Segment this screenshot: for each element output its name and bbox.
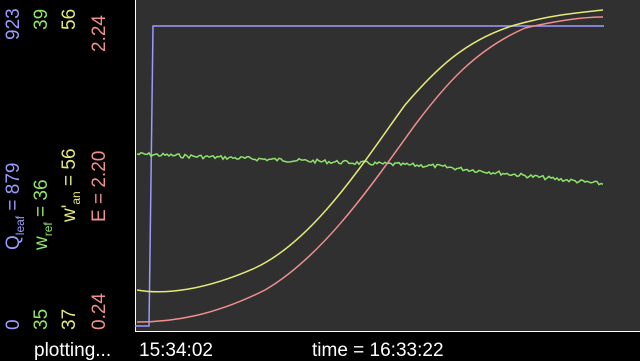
wan-axis: 37 w'an = 56 56 bbox=[56, 0, 84, 332]
wan-axis-min: 37 bbox=[59, 308, 80, 330]
wan-axis-max: 56 bbox=[59, 8, 80, 30]
status-current-time: time = 16:33:22 bbox=[312, 340, 444, 361]
e-axis-max: 2.24 bbox=[89, 15, 110, 52]
status-state: plotting... bbox=[34, 340, 112, 361]
qleaf-trace bbox=[135, 25, 604, 327]
wan-axis-label: w'an = 56 bbox=[59, 148, 83, 222]
e-axis: 0.24 E = 2.20 2.24 bbox=[84, 0, 114, 332]
plot-area bbox=[135, 0, 640, 332]
wref-axis-max: 39 bbox=[31, 8, 52, 30]
qleaf-axis-label: Qleaf = 879 bbox=[3, 162, 27, 251]
wref-axis-label: wref = 36 bbox=[31, 179, 55, 250]
status-start-time: 15:34:02 bbox=[139, 340, 213, 361]
plot-canvas bbox=[135, 0, 640, 332]
qleaf-axis-min: 0 bbox=[3, 319, 24, 330]
wref-trace bbox=[136, 151, 604, 186]
status-bar: plotting... 15:34:02 time = 16:33:22 bbox=[0, 332, 640, 361]
wan-trace bbox=[136, 9, 604, 293]
e-axis-label: E = 2.20 bbox=[89, 150, 110, 222]
e-axis-min: 0.24 bbox=[89, 293, 110, 330]
axis-legend-panel: 0 Qleaf = 879 923 35 wref = 36 39 37 w'a… bbox=[0, 0, 135, 332]
wref-axis: 35 wref = 36 39 bbox=[28, 0, 56, 332]
e-trace bbox=[136, 16, 604, 323]
qleaf-axis: 0 Qleaf = 879 923 bbox=[0, 0, 28, 332]
qleaf-axis-max: 923 bbox=[3, 8, 24, 40]
wref-axis-min: 35 bbox=[31, 308, 52, 330]
